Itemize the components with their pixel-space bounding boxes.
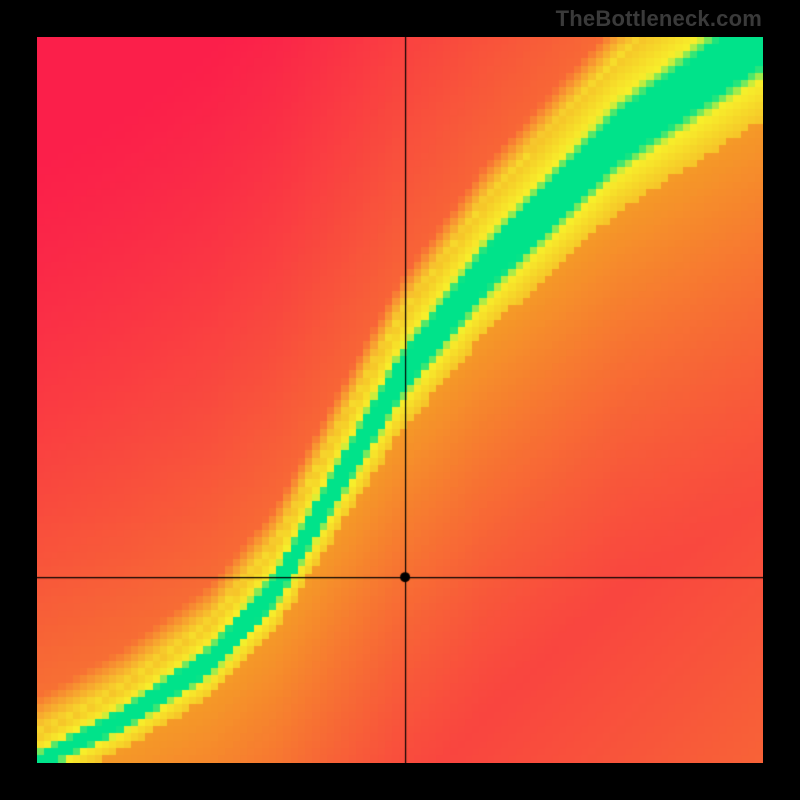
overlay-canvas: [37, 37, 763, 763]
chart-container: TheBottleneck.com: [0, 0, 800, 800]
watermark-text: TheBottleneck.com: [556, 6, 762, 32]
